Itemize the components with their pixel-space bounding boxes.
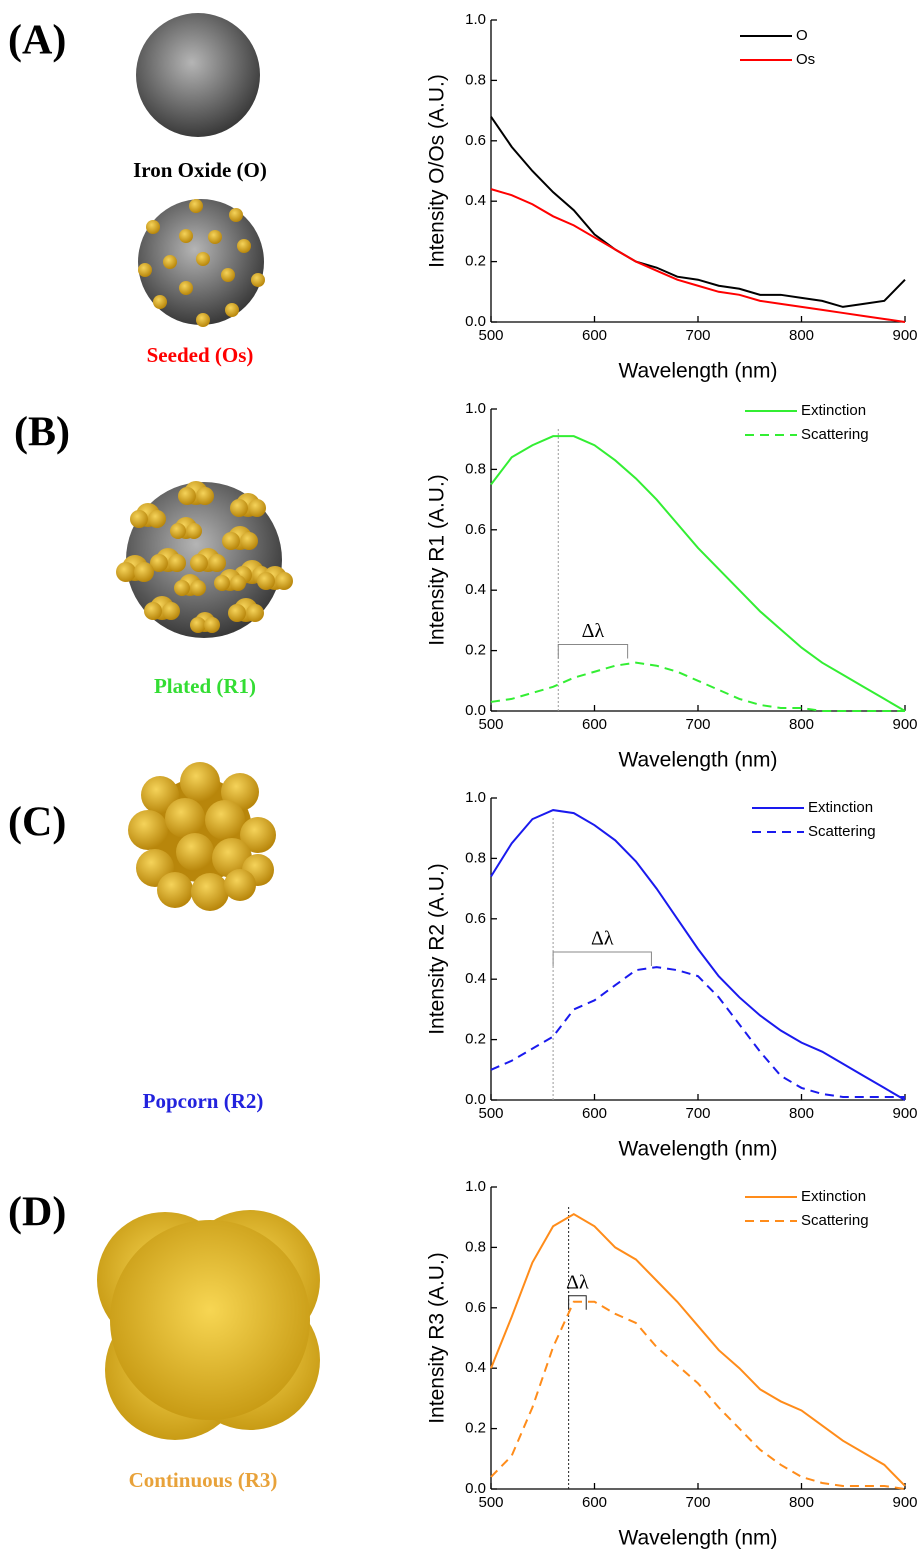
series-line	[491, 663, 905, 711]
illustrations	[97, 13, 320, 1440]
popcorn-particle	[128, 762, 276, 911]
legend-label: O	[796, 27, 808, 44]
y-tick-label: 1.0	[465, 789, 486, 806]
y-axis-title: Intensity R2 (A.U.)	[426, 863, 449, 1035]
x-tick-label: 600	[582, 716, 607, 733]
y-tick-label: 0.8	[465, 460, 486, 477]
x-tick-label: 500	[478, 327, 503, 344]
delta-bracket	[558, 645, 627, 659]
legend-label: Scattering	[808, 823, 876, 840]
x-tick-label: 900	[892, 716, 917, 733]
y-tick-label: 0.2	[465, 253, 486, 270]
y-tick-label: 0.8	[465, 71, 486, 88]
delta-label: Δλ	[582, 620, 605, 642]
series-line	[491, 189, 905, 322]
x-tick-label: 800	[789, 1105, 814, 1122]
x-axis-title: Wavelength (nm)	[618, 1527, 777, 1550]
panel-label: (D)	[8, 1190, 66, 1236]
figure: (A)Iron Oxide (O)Seeded (Os)0.00.20.40.6…	[0, 0, 924, 1555]
x-tick-label: 900	[892, 327, 917, 344]
delta-label: Δλ	[591, 928, 614, 950]
y-tick-label: 1.0	[465, 400, 486, 417]
delta-bracket	[553, 952, 651, 966]
x-tick-label: 900	[892, 1105, 917, 1122]
x-tick-label: 500	[478, 1105, 503, 1122]
x-axis-title: Wavelength (nm)	[618, 749, 777, 772]
legend-label: Extinction	[801, 402, 866, 419]
x-tick-label: 700	[685, 1494, 710, 1511]
y-tick-label: 0.2	[465, 1420, 486, 1437]
particle-label: Popcorn (R2)	[143, 1089, 264, 1113]
y-tick-label: 0.4	[465, 970, 486, 987]
x-axis-title: Wavelength (nm)	[618, 1138, 777, 1161]
x-tick-label: 500	[478, 1494, 503, 1511]
y-tick-label: 0.8	[465, 849, 486, 866]
series-line	[491, 117, 905, 307]
y-tick-label: 0.8	[465, 1238, 486, 1255]
x-tick-label: 900	[892, 1494, 917, 1511]
y-tick-label: 0.6	[465, 132, 486, 149]
y-tick-label: 1.0	[465, 11, 486, 28]
legend-label: Scattering	[801, 426, 869, 443]
x-tick-label: 700	[685, 1105, 710, 1122]
x-tick-label: 800	[789, 327, 814, 344]
y-tick-label: 0.4	[465, 1359, 486, 1376]
plated-particle	[116, 481, 293, 638]
delta-label: Δλ	[566, 1271, 589, 1293]
iron-oxide-particle	[136, 13, 260, 137]
y-tick-label: 0.6	[465, 1299, 486, 1316]
x-tick-label: 600	[582, 327, 607, 344]
x-tick-label: 800	[789, 716, 814, 733]
y-tick-label: 1.0	[465, 1178, 486, 1195]
panel-label: (C)	[8, 800, 66, 846]
panel-label: (A)	[8, 18, 66, 64]
y-axis-title: Intensity R3 (A.U.)	[426, 1252, 449, 1424]
x-tick-label: 600	[582, 1494, 607, 1511]
x-axis-title: Wavelength (nm)	[618, 360, 777, 383]
y-tick-label: 0.6	[465, 521, 486, 538]
x-tick-label: 800	[789, 1494, 814, 1511]
series-line	[491, 1302, 905, 1489]
y-axis-title: Intensity O/Os (A.U.)	[426, 74, 449, 268]
legend-label: Extinction	[801, 1188, 866, 1205]
particle-label: Seeded (Os)	[147, 343, 254, 367]
y-tick-label: 0.4	[465, 581, 486, 598]
continuous-particle	[97, 1210, 320, 1440]
y-axis-title: Intensity R1 (A.U.)	[426, 474, 449, 646]
x-tick-label: 700	[685, 327, 710, 344]
y-tick-label: 0.2	[465, 642, 486, 659]
legend-label: Scattering	[801, 1212, 869, 1229]
particle-label: Continuous (R3)	[129, 1468, 278, 1492]
panel-label: (B)	[14, 410, 70, 456]
x-tick-label: 600	[582, 1105, 607, 1122]
particle-label: Iron Oxide (O)	[133, 158, 267, 182]
y-tick-label: 0.2	[465, 1031, 486, 1048]
x-tick-label: 700	[685, 716, 710, 733]
series-line	[491, 436, 905, 711]
legend-label: Os	[796, 51, 815, 68]
x-tick-label: 500	[478, 716, 503, 733]
y-tick-label: 0.4	[465, 192, 486, 209]
legend-label: Extinction	[808, 799, 873, 816]
particle-label: Plated (R1)	[154, 674, 256, 698]
seeded-particle	[138, 199, 265, 327]
y-tick-label: 0.6	[465, 910, 486, 927]
